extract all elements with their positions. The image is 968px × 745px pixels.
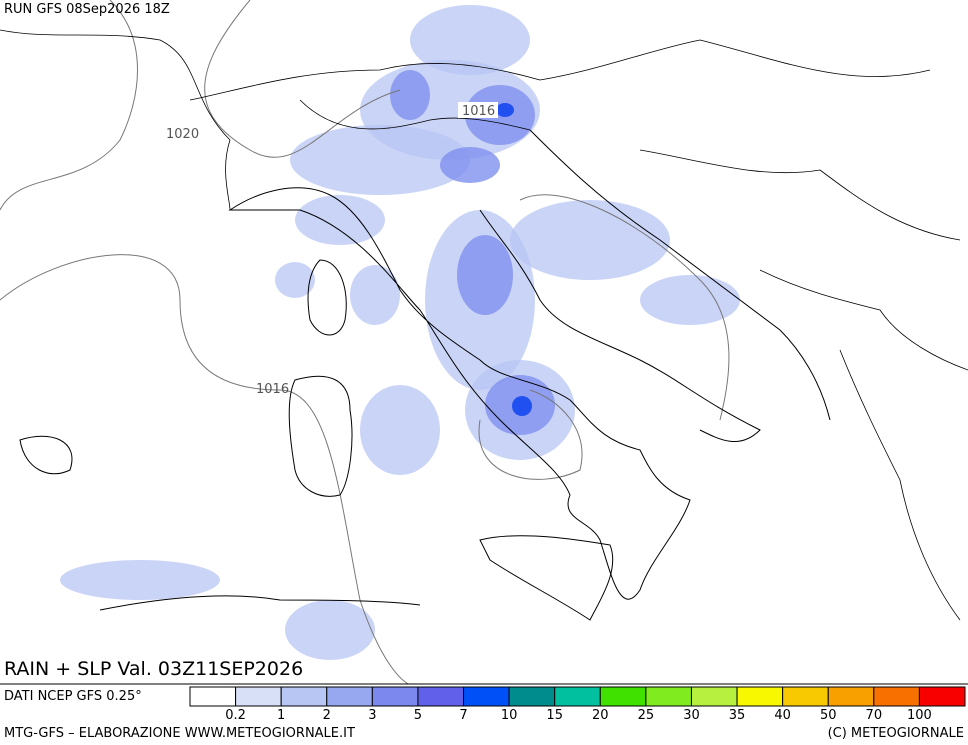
legend-swatch [599,686,647,707]
legend-label: 70 [866,708,883,723]
legend-swatch [782,686,829,707]
legend-swatch [736,686,784,707]
legend-label: 35 [729,708,746,723]
legend-swatch [463,686,510,707]
map-title: RAIN + SLP Val. 03Z11SEP2026 [4,658,303,680]
borders [0,29,968,621]
legend-label: 3 [368,708,376,723]
legend-label: 25 [638,708,655,723]
legend-swatch [918,686,966,707]
legend-label: 2 [323,708,331,723]
legend-label: 40 [774,708,791,723]
legend-swatch [189,686,237,707]
isobar-label: 1016 [256,382,289,397]
legend-label: 20 [592,708,609,723]
legend-swatch [827,686,875,707]
isobar-label: 1020 [166,127,199,142]
legend-swatch [873,686,920,707]
coastlines [19,129,831,621]
legend-swatch [280,686,328,707]
legend-swatch [371,686,419,707]
run-label: RUN GFS 08Sep2026 18Z [4,2,170,17]
legend-swatch [508,686,556,707]
legend-swatch [417,686,465,707]
copyright-label: (C) METEOGIORNALE [828,726,964,741]
legend-swatch [554,686,601,707]
credit-label: MTG-GFS – ELABORAZIONE WWW.METEOGIORNALE… [4,726,355,741]
legend-swatch [690,686,738,707]
legend-label: 0.2 [225,708,246,723]
isobars [0,0,730,686]
legend-label: 5 [414,708,422,723]
color-legend: 0.2 1 2 3 5 7 10 15 20 25 30 35 40 50 70 100 [189,686,966,723]
legend-label: 50 [820,708,837,723]
legend-label: 7 [459,708,467,723]
legend-label: 10 [501,708,518,723]
legend-label: 30 [683,708,700,723]
source-label: DATI NCEP GFS 0.25° [4,689,142,704]
isobar-label-box [458,102,498,118]
legend-swatch [326,686,373,707]
legend-swatch [235,686,282,707]
legend-swatch [645,686,692,707]
legend-label: 100 [907,708,932,723]
isobar-label: 1016 [462,104,495,119]
legend-label: 15 [546,708,563,723]
precipitation [60,5,740,660]
legend-label: 1 [277,708,285,723]
